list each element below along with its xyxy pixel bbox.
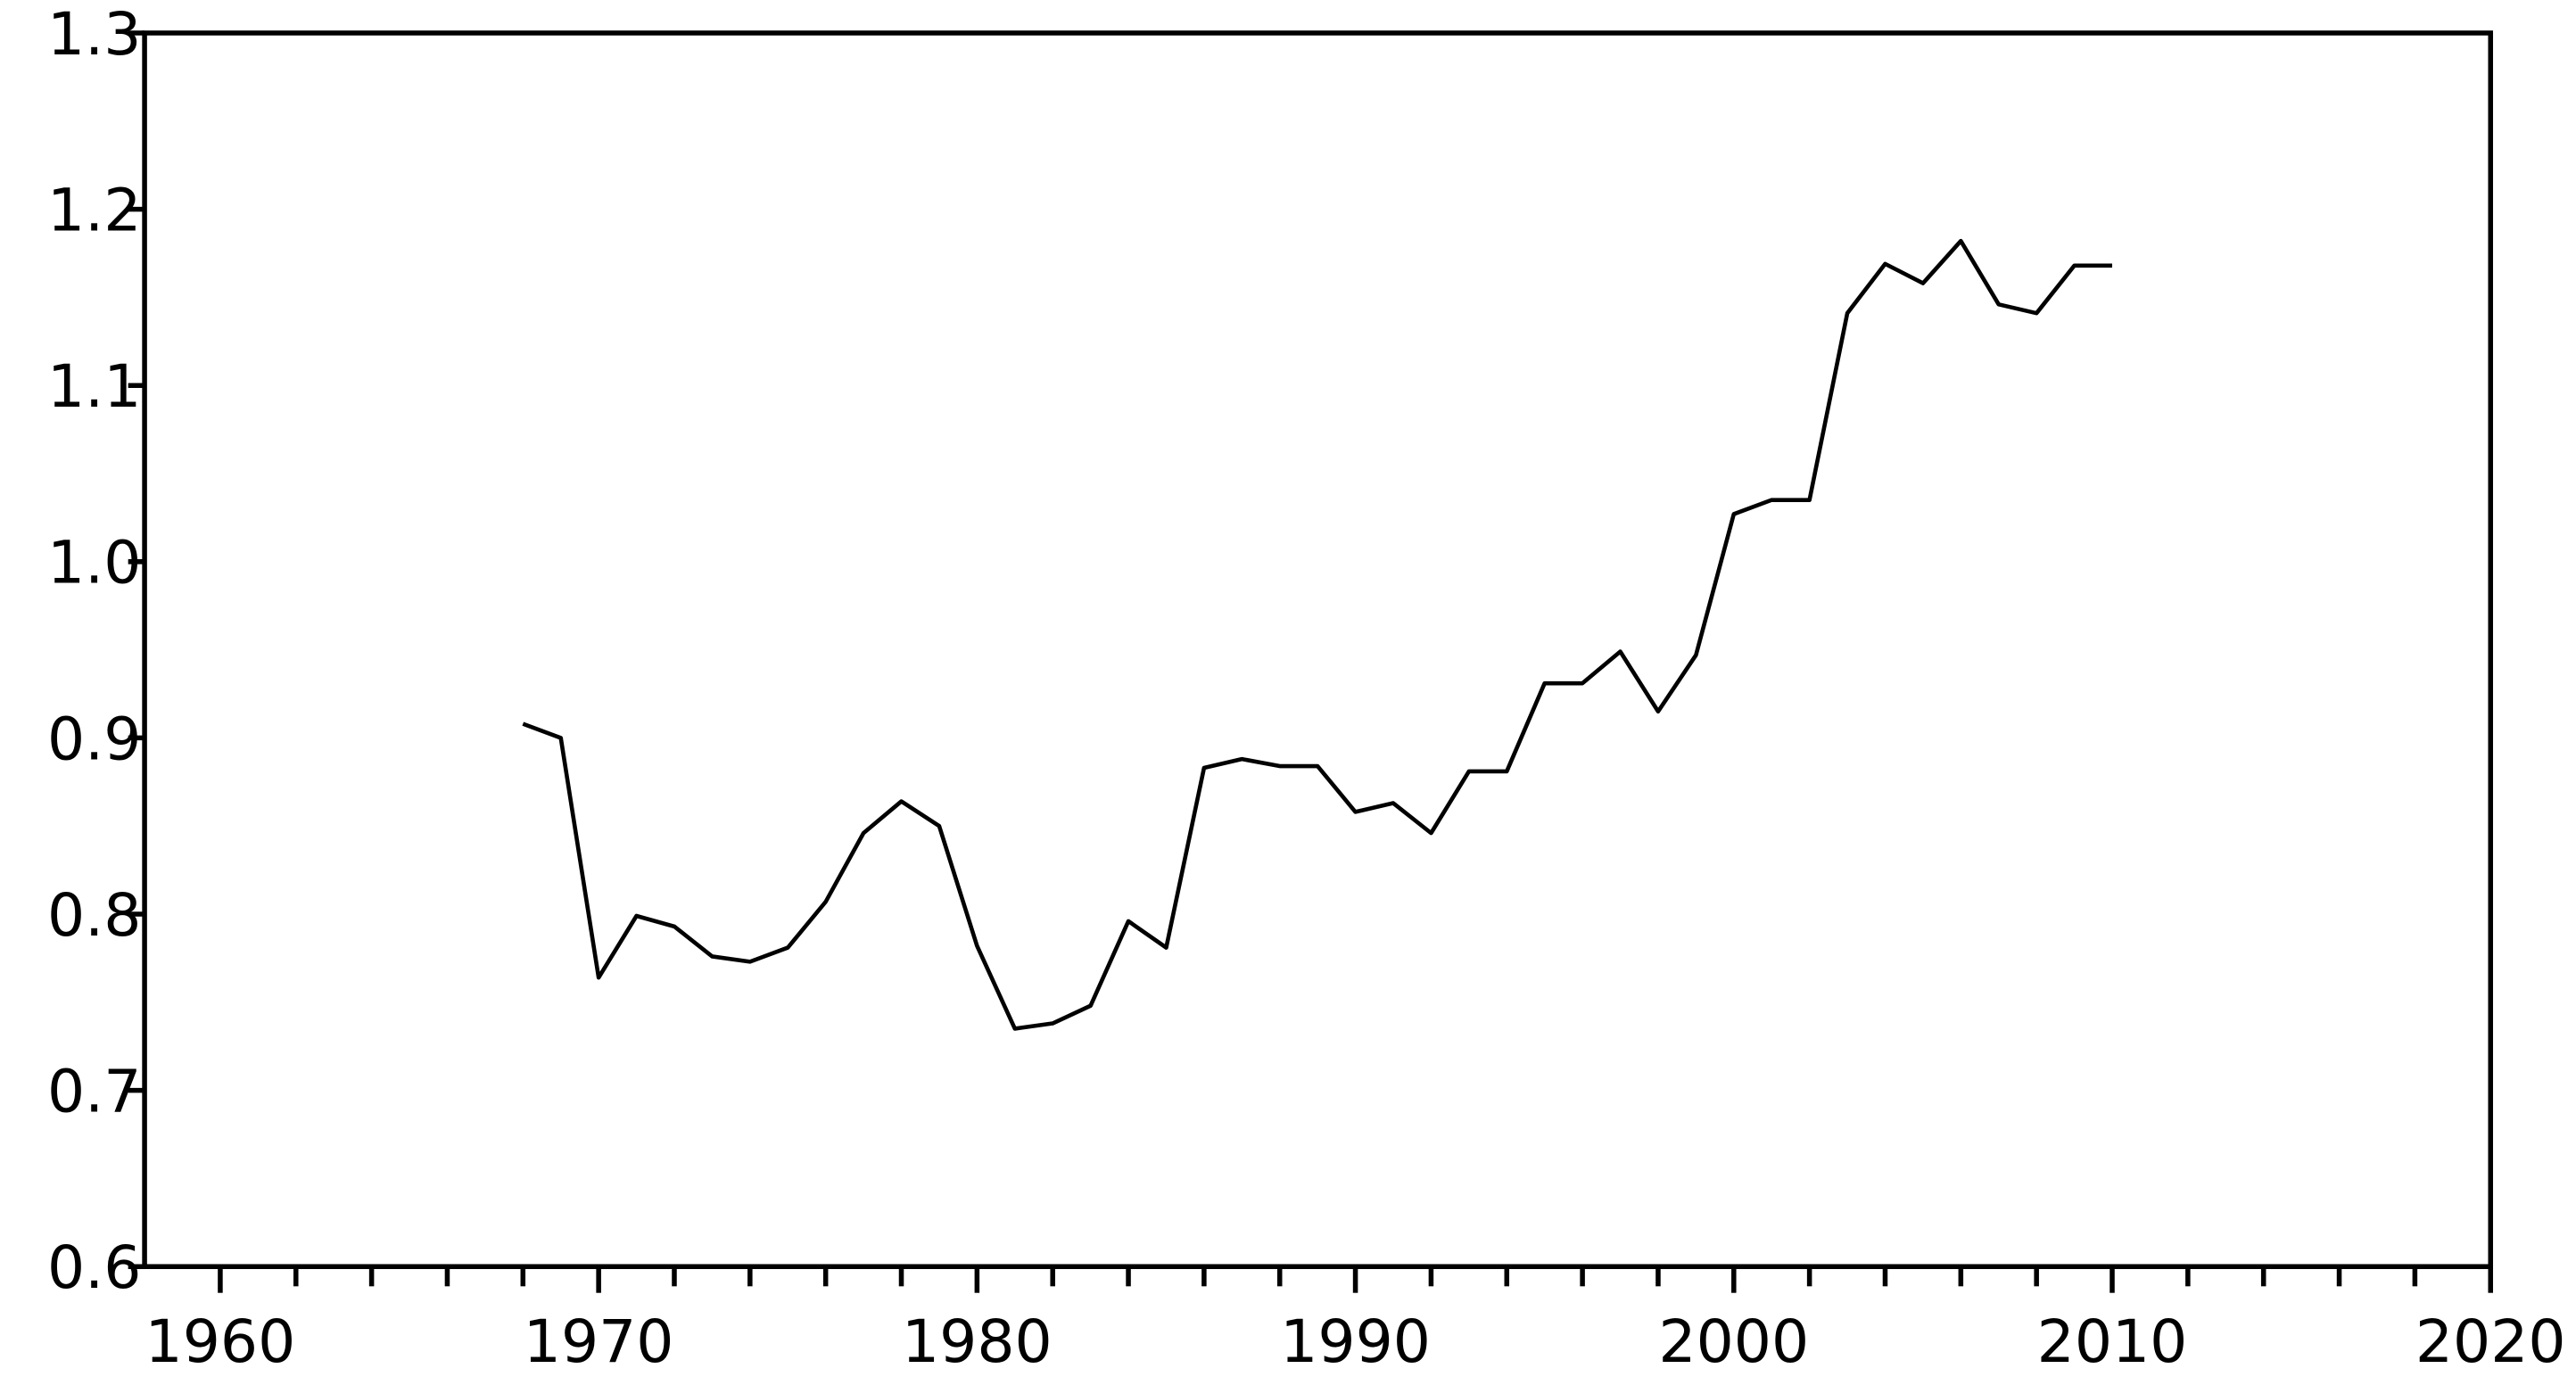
x-tick-label: 1970 bbox=[524, 1307, 674, 1376]
plot-frame bbox=[142, 30, 2493, 1269]
data-line bbox=[522, 238, 2113, 1031]
y-tick-label: 1.0 bbox=[47, 528, 141, 598]
x-tick-label: 1980 bbox=[902, 1307, 1053, 1376]
y-tick-label: 0.6 bbox=[47, 1232, 141, 1302]
x-tick-label: 2000 bbox=[1658, 1307, 1809, 1376]
y-tick-label: 1.1 bbox=[47, 351, 141, 421]
x-tick-label: 2020 bbox=[2415, 1307, 2566, 1376]
x-tick-label: 1990 bbox=[1280, 1307, 1431, 1376]
y-tick-label: 0.7 bbox=[47, 1057, 141, 1126]
y-tick-label: 0.9 bbox=[47, 704, 141, 773]
x-tick-label: 2010 bbox=[2037, 1307, 2188, 1376]
y-tick-label: 1.2 bbox=[47, 176, 141, 245]
y-tick-label: 0.8 bbox=[47, 880, 141, 950]
x-tick-label: 1960 bbox=[145, 1307, 296, 1376]
y-tick-label: 1.3 bbox=[47, 0, 141, 69]
